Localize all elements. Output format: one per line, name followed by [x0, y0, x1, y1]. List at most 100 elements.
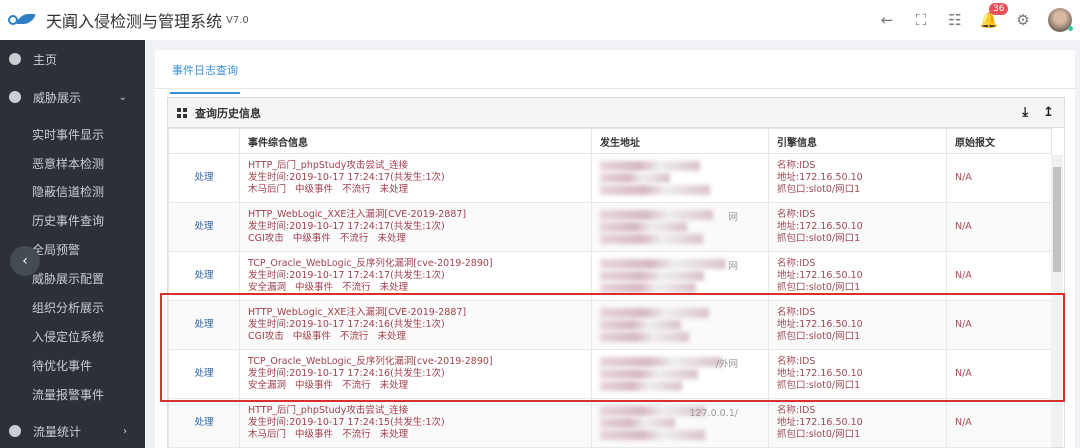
process-link[interactable]: 处理 — [168, 202, 240, 252]
event-tags: 木马后门 中级事件 不流行 未处理 — [248, 429, 409, 440]
event-tags: CGI攻击 中级事件 不流行 未处理 — [248, 233, 406, 244]
panel-title: 查询历史信息 — [195, 106, 261, 120]
address-fragment: 网 — [728, 212, 738, 223]
content-card: 事件日志查询 查询历史信息 ⤓ ↥ 事件综合信息 发生地址 引擎信息 原始报文 … — [155, 50, 1075, 448]
engine-address: 地址:172.16.50.10 — [777, 319, 863, 330]
sidebar: 主页 威胁展示 ⌄ 实时事件显示 恶意样本检测 隐蔽信道检测 历史事件查询 全局预… — [0, 40, 145, 448]
home-icon — [9, 53, 21, 65]
sidebar-subitem[interactable]: 组织分析展示 — [32, 301, 105, 315]
sidebar-item-home[interactable]: 主页 — [0, 47, 145, 71]
chart-icon — [9, 425, 21, 437]
sidebar-subitem[interactable]: 入侵定位系统 — [32, 330, 105, 344]
sidebar-subitem[interactable]: 待优化事件 — [32, 359, 93, 373]
event-info: HTTP_后门_phpStudy攻击尝试_连接 发生时间:2019-10-17 1… — [239, 398, 592, 448]
engine-address: 地址:172.16.50.10 — [777, 221, 863, 232]
event-address: 网 — [591, 251, 769, 301]
event-name: HTTP_后门_phpStudy攻击尝试_连接 — [248, 405, 409, 416]
raw-packet: N/A — [946, 349, 1052, 399]
event-address — [591, 300, 769, 350]
event-address: 网 — [591, 202, 769, 252]
sidebar-subitem[interactable]: 流量报警事件 — [32, 388, 105, 402]
table-row: 处理 TCP_Oracle_WebLogic_反序列化漏洞[cve-2019-2… — [168, 251, 1052, 301]
engine-port: 抓包口:slot0/网口1 — [777, 233, 861, 244]
bell-icon[interactable]: 🔔 36 — [972, 3, 1009, 29]
sidebar-subitem[interactable]: 隐蔽信道检测 — [32, 185, 105, 199]
sidebar-item-threat[interactable]: 威胁展示 ⌄ — [0, 85, 145, 109]
engine-port: 抓包口:slot0/网口1 — [777, 331, 861, 342]
raw-packet: N/A — [946, 251, 1052, 301]
sidebar-item-traffic[interactable]: 流量统计 › — [0, 419, 145, 443]
table-row: 处理 HTTP_WebLogic_XXE注入漏洞[CVE-2019-2887] 发… — [168, 300, 1052, 350]
sidebar-subitem[interactable]: 恶意样本检测 — [32, 157, 105, 171]
address-fragment: 127.0.0.1/ — [689, 408, 738, 419]
table-row: 处理 HTTP_WebLogic_XXE注入漏洞[CVE-2019-2887] 发… — [168, 202, 1052, 252]
sidebar-item-label: 威胁展示 — [33, 90, 82, 105]
logo — [8, 12, 36, 28]
event-time: 发生时间:2019-10-17 17:24:17(共发生:1次) — [248, 172, 445, 183]
event-time: 发生时间:2019-10-17 17:24:16(共发生:1次) — [248, 368, 445, 379]
process-link[interactable]: 处理 — [168, 251, 240, 301]
column-header: 引擎信息 — [768, 128, 947, 154]
engine-port: 抓包口:slot0/网口1 — [777, 429, 861, 440]
column-header: 原始报文 — [946, 128, 1052, 154]
address-fragment: 网 — [728, 261, 738, 272]
event-time: 发生时间:2019-10-17 17:24:16(共发生:1次) — [248, 319, 445, 330]
engine-info: 名称:IDS 地址:172.16.50.10 抓包口:slot0/网口1 — [768, 202, 947, 252]
scrollbar-thumb[interactable] — [1053, 167, 1061, 272]
process-link[interactable]: 处理 — [168, 153, 240, 203]
history-panel: 查询历史信息 ⤓ ↥ 事件综合信息 发生地址 引擎信息 原始报文 处理 HTTP… — [167, 97, 1065, 448]
download-icon[interactable]: ⤓ — [1022, 105, 1028, 120]
event-time: 发生时间:2019-10-17 17:24:17(共发生:1次) — [248, 270, 445, 281]
process-link[interactable]: 处理 — [168, 349, 240, 399]
sidebar-subitem[interactable]: 实时事件显示 — [32, 128, 105, 142]
event-info: HTTP_WebLogic_XXE注入漏洞[CVE-2019-2887] 发生时间… — [239, 300, 592, 350]
sidebar-subitem[interactable]: 威胁展示配置 — [32, 272, 105, 286]
address-fragment: /外网 — [715, 359, 738, 370]
engine-info: 名称:IDS 地址:172.16.50.10 抓包口:slot0/网口1 — [768, 349, 947, 399]
collapse-sidebar-button[interactable]: ‹ — [10, 246, 40, 276]
table-row: 处理 TCP_Oracle_WebLogic_反序列化漏洞[cve-2019-2… — [168, 349, 1052, 399]
engine-name: 名称:IDS — [777, 209, 816, 220]
process-link[interactable]: 处理 — [168, 300, 240, 350]
sidebar-item-label: 流量统计 — [33, 424, 82, 439]
event-time: 发生时间:2019-10-17 17:24:15(共发生:1次) — [248, 417, 445, 428]
chevron-right-icon: › — [123, 425, 127, 437]
gear-icon[interactable]: ⚙ — [1016, 11, 1030, 29]
upload-icon[interactable]: ↥ — [1043, 105, 1054, 120]
event-address: /外网 — [591, 349, 769, 399]
apps-grid-icon[interactable]: ☷ — [948, 11, 962, 29]
fullscreen-icon[interactable]: ⛶ — [915, 11, 927, 29]
chevron-down-icon: ⌄ — [118, 91, 127, 103]
tab-event-log[interactable]: 事件日志查询 — [170, 62, 240, 94]
engine-name: 名称:IDS — [777, 258, 816, 269]
column-header — [168, 128, 240, 154]
column-header: 事件综合信息 — [239, 128, 592, 154]
engine-address: 地址:172.16.50.10 — [777, 172, 863, 183]
event-tags: CGI攻击 中级事件 不流行 未处理 — [248, 331, 406, 342]
dashboard-icon — [9, 91, 21, 103]
event-name: HTTP_WebLogic_XXE注入漏洞[CVE-2019-2887] — [248, 307, 467, 318]
events-table: 事件综合信息 发生地址 引擎信息 原始报文 处理 HTTP_后门_phpStud… — [168, 128, 1052, 448]
event-name: TCP_Oracle_WebLogic_反序列化漏洞[cve-2019-2890… — [248, 356, 493, 367]
notification-badge: 36 — [989, 3, 1009, 15]
engine-info: 名称:IDS 地址:172.16.50.10 抓包口:slot0/网口1 — [768, 398, 947, 448]
event-tags: 安全漏洞 中级事件 不流行 未处理 — [248, 380, 409, 391]
event-address: 127.0.0.1/ — [591, 398, 769, 448]
app-version: V7.0 — [226, 14, 249, 26]
engine-info: 名称:IDS 地址:172.16.50.10 抓包口:slot0/网口1 — [768, 251, 947, 301]
event-name: HTTP_后门_phpStudy攻击尝试_连接 — [248, 160, 409, 171]
engine-info: 名称:IDS 地址:172.16.50.10 抓包口:slot0/网口1 — [768, 300, 947, 350]
event-address — [591, 153, 769, 203]
back-arrow-icon[interactable]: ← — [880, 11, 894, 29]
event-tags: 木马后门 中级事件 不流行 未处理 — [248, 184, 409, 195]
scrollbar[interactable] — [1051, 155, 1063, 447]
event-name: HTTP_WebLogic_XXE注入漏洞[CVE-2019-2887] — [248, 209, 467, 220]
column-header: 发生地址 — [591, 128, 769, 154]
sidebar-subitem[interactable]: 全局预警 — [32, 243, 81, 257]
process-link[interactable]: 处理 — [168, 398, 240, 448]
avatar[interactable] — [1048, 8, 1073, 32]
raw-packet: N/A — [946, 300, 1052, 350]
table-row: 处理 HTTP_后门_phpStudy攻击尝试_连接 发生时间:2019-10-1… — [168, 153, 1052, 203]
sidebar-subitem[interactable]: 历史事件查询 — [32, 214, 105, 228]
event-info: TCP_Oracle_WebLogic_反序列化漏洞[cve-2019-2890… — [239, 251, 592, 301]
